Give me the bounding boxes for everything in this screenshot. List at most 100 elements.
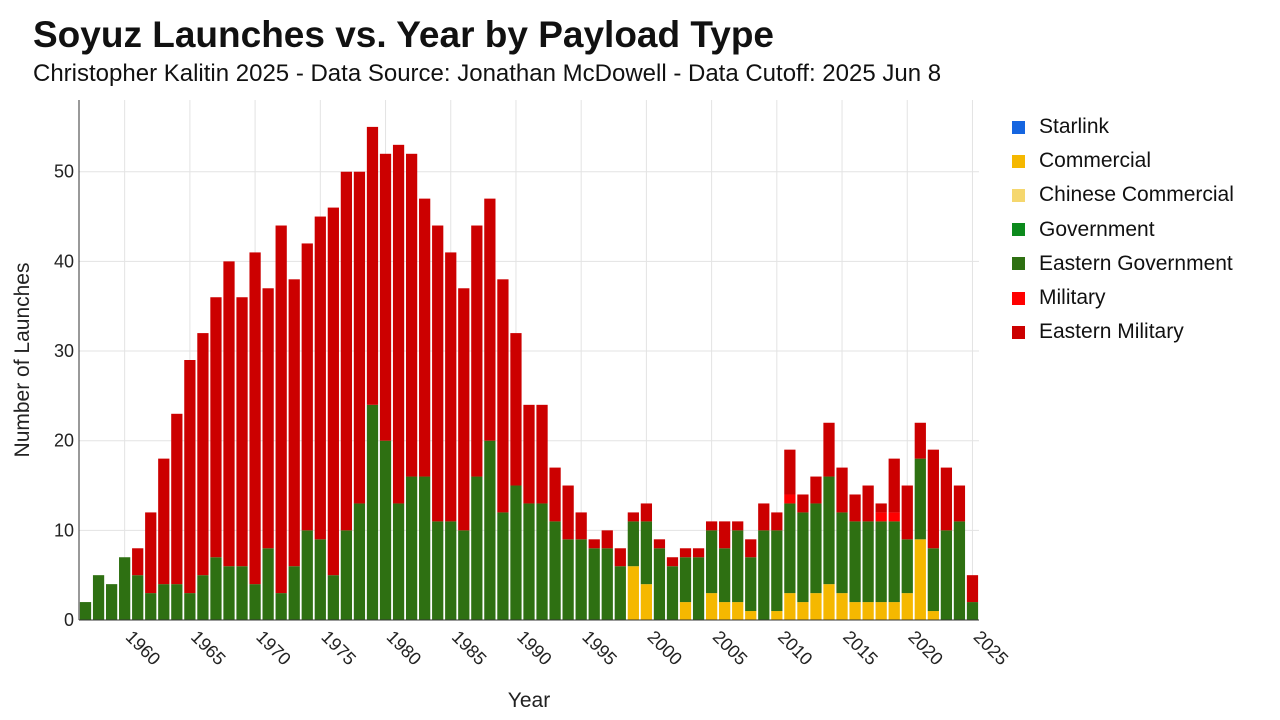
x-axis-label: Year [508, 689, 550, 712]
bar-segment [510, 485, 522, 620]
legend-item[interactable]: Chinese Commercial [1012, 178, 1234, 212]
chart-subtitle: Christopher Kalitin 2025 - Data Source: … [33, 60, 942, 87]
bar-segment [745, 557, 757, 612]
bar-segment [797, 494, 809, 513]
bar-segment [379, 153, 392, 441]
x-tick-label: 2020 [904, 627, 946, 669]
bar-segment [719, 521, 731, 549]
bar-segment [549, 521, 561, 620]
bar-segment [784, 593, 796, 620]
bar-segment [314, 216, 326, 540]
bar-segment [810, 593, 822, 620]
bar-segment [927, 611, 939, 620]
bar-segment [301, 243, 313, 531]
bar-segment [458, 530, 470, 620]
bar-segment [732, 602, 744, 620]
legend-item[interactable]: Commercial [1012, 144, 1234, 178]
bar-segment [627, 566, 639, 620]
bar-segment [953, 485, 966, 522]
bar-segment [719, 548, 731, 603]
legend-item[interactable]: Starlink [1012, 110, 1234, 144]
bar-segment [119, 557, 131, 620]
bar-segment [132, 548, 144, 576]
bar-segment [679, 602, 692, 620]
bar-segment [901, 485, 913, 540]
legend-label: Eastern Government [1039, 251, 1233, 275]
bar-segment [197, 575, 209, 620]
bar-segment [497, 512, 509, 620]
bar-segment [575, 539, 587, 620]
bar-segment [823, 584, 835, 620]
legend-swatch [1012, 223, 1025, 237]
bar-segment [262, 288, 274, 549]
y-tick-label: 50 [54, 162, 74, 182]
bar-segment [301, 530, 313, 620]
bar-segment [536, 404, 548, 504]
bar-segment [888, 602, 900, 620]
bar-segment [262, 548, 274, 620]
legend-item[interactable]: Eastern Military [1012, 315, 1234, 349]
bar-segment [288, 566, 300, 620]
bar-segment [836, 467, 848, 513]
bar-segment [745, 539, 757, 558]
bar-segment [901, 593, 913, 620]
bar-segment [705, 530, 718, 594]
bar-segment [484, 440, 496, 620]
bar-segment [340, 530, 353, 620]
bar-segment [510, 333, 522, 486]
legend-swatch [1012, 188, 1025, 202]
bar-segment [758, 530, 770, 620]
bar-segment [497, 279, 509, 513]
bar-segment [392, 144, 405, 504]
bar-segment [705, 521, 718, 531]
bar-segment [771, 611, 783, 620]
legend: Starlink Commercial Chinese Commercial Gove… [1012, 110, 1234, 349]
bar-segment [523, 503, 535, 620]
bar-segment [379, 440, 392, 620]
bar-segment [223, 261, 235, 567]
legend-swatch [1012, 325, 1025, 339]
bar-segment [914, 458, 926, 540]
bar-segment [784, 449, 796, 495]
bar-segment [914, 539, 926, 620]
bar-segment [471, 476, 483, 620]
legend-swatch [1012, 154, 1025, 168]
bar-segment [823, 476, 835, 585]
bar-segment [666, 557, 679, 567]
bar-segment [353, 503, 366, 620]
bar-segment [419, 476, 431, 620]
legend-item[interactable]: Military [1012, 281, 1234, 315]
bar-segment [732, 530, 744, 603]
x-tick-label: 2010 [774, 627, 816, 669]
bar-segment [614, 548, 626, 567]
bar-segment [797, 602, 809, 620]
x-tick-label: 1990 [513, 627, 555, 669]
bar-segment [145, 512, 157, 594]
bar-segment [366, 404, 379, 620]
x-tick-label: 1975 [317, 627, 359, 669]
legend-label: Starlink [1039, 115, 1110, 139]
bar-segment [249, 252, 261, 585]
bar-segment [966, 575, 979, 603]
bar-segment [784, 494, 796, 504]
bar-segment [288, 279, 300, 567]
legend-item[interactable]: Government [1012, 213, 1234, 247]
bar-segment [327, 575, 339, 620]
bar-segment [171, 584, 183, 620]
bar-segment [562, 485, 574, 540]
x-tick-label: 1995 [578, 627, 620, 669]
bar-segment [588, 539, 600, 549]
x-tick-label: 2000 [644, 627, 686, 669]
bar-segment [627, 521, 639, 567]
legend-item[interactable]: Eastern Government [1012, 247, 1234, 281]
bar-segment [862, 602, 874, 620]
bar-segment [236, 566, 248, 620]
x-tick-label: 2005 [709, 627, 751, 669]
bar-segment [745, 611, 757, 620]
bar-segment [92, 575, 105, 620]
bar-segment [366, 126, 379, 405]
legend-label: Chinese Commercial [1039, 183, 1234, 207]
bar-segment [875, 503, 887, 513]
bar-segment [849, 602, 861, 620]
